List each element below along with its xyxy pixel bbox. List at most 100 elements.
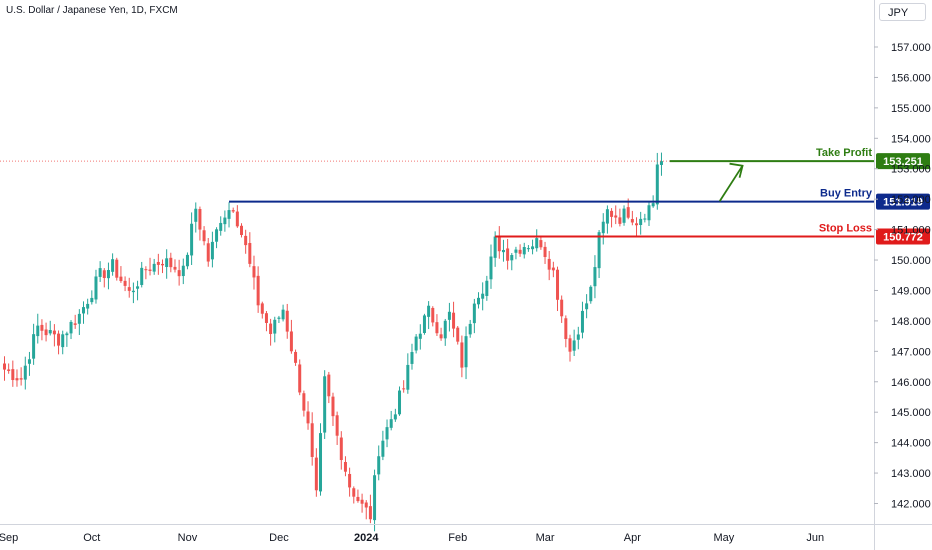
candle bbox=[580, 301, 584, 339]
candle bbox=[148, 257, 152, 276]
candle bbox=[156, 253, 160, 275]
candle bbox=[543, 241, 547, 264]
candle-body bbox=[639, 218, 643, 225]
candle-body bbox=[169, 257, 173, 268]
candle-body bbox=[231, 210, 235, 212]
candle bbox=[289, 319, 293, 354]
candle-body bbox=[123, 280, 127, 286]
candle bbox=[190, 212, 194, 265]
candle-body bbox=[44, 329, 48, 336]
x-tick-label: 2024 bbox=[354, 532, 379, 544]
candle-body bbox=[194, 208, 198, 222]
y-tick-label: 151.000 bbox=[891, 225, 931, 237]
candle-body bbox=[585, 303, 589, 310]
candle-body bbox=[165, 258, 169, 267]
candle bbox=[472, 298, 476, 334]
candle bbox=[576, 326, 580, 350]
x-tick-label: May bbox=[713, 532, 734, 544]
candle bbox=[32, 323, 36, 365]
candle bbox=[260, 301, 264, 319]
candle bbox=[398, 386, 402, 416]
candle-body bbox=[19, 378, 23, 380]
candle bbox=[418, 324, 422, 350]
candle bbox=[140, 261, 144, 288]
candle-body bbox=[626, 207, 630, 218]
candle bbox=[314, 448, 318, 497]
candle bbox=[422, 313, 426, 335]
candle-body bbox=[385, 427, 389, 440]
candle-body bbox=[148, 269, 152, 271]
candle-body bbox=[260, 303, 264, 314]
candle bbox=[144, 266, 148, 280]
time-axis: Sep Oct Nov Dec 2024 Feb Mar Apr May Jun bbox=[0, 524, 932, 544]
candle-body bbox=[343, 461, 347, 472]
candle-body bbox=[568, 338, 572, 352]
candle bbox=[356, 489, 360, 503]
candle-body bbox=[514, 249, 518, 253]
candle-body bbox=[61, 334, 65, 348]
candle bbox=[539, 236, 543, 250]
level-price-badge bbox=[876, 153, 930, 170]
candle bbox=[551, 261, 555, 278]
candle bbox=[152, 258, 156, 275]
candle bbox=[643, 213, 647, 223]
y-tick-label: 152.000 bbox=[891, 194, 931, 206]
candle-body bbox=[339, 437, 343, 461]
candle-body bbox=[398, 390, 402, 415]
candle-body bbox=[73, 323, 77, 325]
candle-body bbox=[443, 320, 447, 339]
candle-body bbox=[472, 303, 476, 324]
candle bbox=[531, 239, 535, 255]
candle-body bbox=[522, 247, 526, 255]
candle-body bbox=[314, 457, 318, 491]
candle-body bbox=[48, 330, 52, 334]
candle bbox=[655, 152, 659, 210]
currency-button[interactable]: JPY bbox=[879, 3, 926, 21]
candle bbox=[269, 318, 273, 346]
candle-body bbox=[115, 259, 119, 278]
candle bbox=[23, 356, 27, 390]
level-price-value: 151.919 bbox=[883, 197, 923, 209]
candle bbox=[610, 208, 614, 228]
candle-body bbox=[98, 268, 102, 277]
candle-body bbox=[356, 496, 360, 502]
candle-body bbox=[310, 423, 314, 457]
candle-body bbox=[252, 266, 256, 278]
candle-body bbox=[377, 456, 381, 475]
candle-body bbox=[647, 205, 651, 221]
candle bbox=[489, 244, 493, 289]
candle-body bbox=[248, 243, 252, 264]
candle-body bbox=[215, 229, 219, 242]
x-tick-label: Apr bbox=[624, 532, 641, 544]
candle-body bbox=[57, 333, 61, 346]
candle bbox=[456, 325, 460, 345]
candle bbox=[306, 401, 310, 430]
arrow-head bbox=[729, 162, 744, 178]
candle-body bbox=[364, 502, 368, 508]
candle bbox=[136, 280, 140, 301]
candle-body bbox=[643, 218, 647, 220]
candle-body bbox=[23, 365, 27, 380]
level-buy-entry: Buy Entry 151.919 bbox=[229, 188, 930, 210]
candle-body bbox=[406, 364, 410, 390]
candle-body bbox=[389, 419, 393, 428]
candle-body bbox=[431, 307, 435, 323]
y-tick-label: 157.000 bbox=[891, 42, 931, 54]
candle-body bbox=[202, 230, 206, 242]
candle-body bbox=[181, 265, 185, 277]
candle bbox=[106, 262, 110, 290]
candle-body bbox=[348, 473, 352, 488]
candle-body bbox=[210, 241, 214, 260]
y-tick-label: 144.000 bbox=[891, 438, 931, 450]
candle bbox=[402, 380, 406, 393]
level-stop-loss: Stop Loss 150.772 bbox=[495, 223, 930, 245]
candle bbox=[302, 390, 306, 417]
candle bbox=[481, 282, 485, 311]
candle bbox=[65, 331, 69, 347]
candle bbox=[443, 318, 447, 346]
candle bbox=[547, 251, 551, 281]
candle-body bbox=[273, 319, 277, 334]
candle bbox=[589, 285, 593, 304]
candle bbox=[368, 494, 372, 524]
candle bbox=[310, 412, 314, 466]
